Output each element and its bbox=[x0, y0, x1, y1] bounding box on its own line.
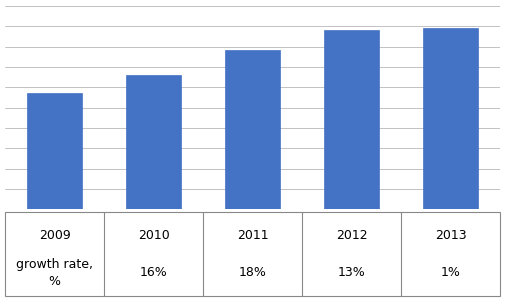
Bar bbox=[27, 93, 82, 209]
Text: 2009: 2009 bbox=[39, 229, 70, 242]
Text: 16%: 16% bbox=[140, 266, 167, 279]
Bar bbox=[126, 74, 181, 209]
Text: 2011: 2011 bbox=[237, 229, 268, 242]
Text: growth rate,
%: growth rate, % bbox=[16, 257, 93, 288]
Text: 18%: 18% bbox=[238, 266, 267, 279]
Text: 2013: 2013 bbox=[435, 229, 466, 242]
Bar bbox=[423, 28, 478, 209]
Text: 1%: 1% bbox=[440, 266, 461, 279]
Text: 13%: 13% bbox=[338, 266, 365, 279]
Bar bbox=[225, 50, 280, 209]
Text: 2012: 2012 bbox=[336, 229, 367, 242]
Text: 2010: 2010 bbox=[138, 229, 169, 242]
Bar bbox=[324, 30, 379, 209]
